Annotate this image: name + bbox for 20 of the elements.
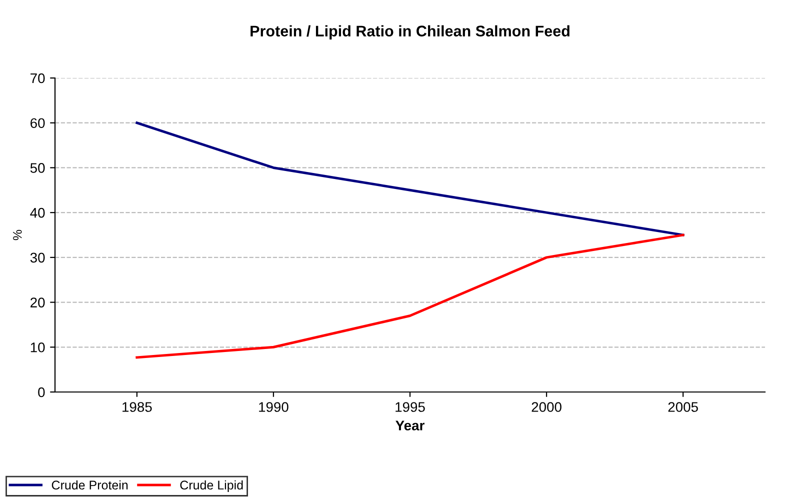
x-tick-label: 2000 [532, 402, 562, 412]
y-tick-label: 0 [38, 387, 45, 398]
y-tick-label: 50 [30, 163, 45, 173]
y-tick-label: 10 [30, 342, 45, 352]
chart-title: Protein / Lipid Ratio in Chilean Salmon Feed [250, 25, 570, 40]
line-series [136, 234, 684, 359]
x-tick-label: 2005 [668, 402, 698, 412]
x-tick-label: 1995 [396, 402, 425, 412]
y-axis-title: % [13, 230, 22, 240]
x-tick-label: 1985 [122, 402, 152, 412]
x-tick-label: 1990 [259, 402, 288, 412]
y-tick-label: 40 [30, 208, 45, 218]
legend-label: Crude Lipid [180, 480, 243, 492]
y-tick-label: 20 [30, 298, 45, 308]
legend-label: Crude Protein [52, 480, 128, 490]
x-axis-title: Year [396, 420, 424, 430]
y-tick-label: 70 [30, 73, 45, 84]
y-tick-label: 30 [30, 252, 45, 263]
line-series [136, 122, 684, 236]
y-tick-label: 60 [30, 118, 45, 128]
